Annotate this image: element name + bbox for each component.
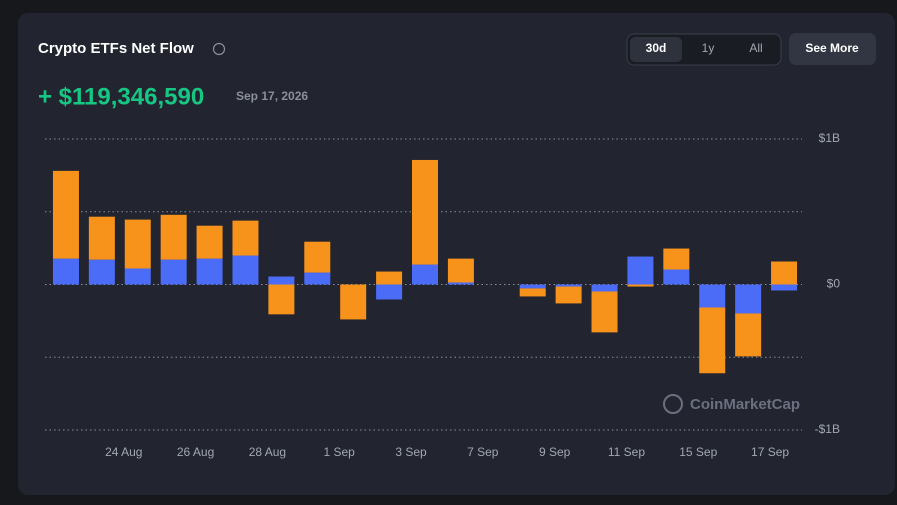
bar-segment <box>124 268 151 285</box>
bar-segment <box>88 259 115 285</box>
bar-segment <box>699 307 726 374</box>
y-tick-label: $1B <box>819 131 840 145</box>
card <box>18 13 895 495</box>
x-tick-label: 28 Aug <box>249 445 286 459</box>
title: Crypto ETFs Net Flow <box>38 40 194 57</box>
bar-segment <box>124 219 151 269</box>
y-tick-label: $0 <box>827 277 841 291</box>
bar-segment <box>376 271 403 285</box>
x-tick-label: 9 Sep <box>539 445 571 459</box>
bar-segment <box>196 258 223 285</box>
bar-segment <box>699 284 726 308</box>
bar-segment <box>232 220 259 256</box>
bar-segment <box>771 261 798 285</box>
bar-segment <box>412 264 438 285</box>
bar-segment <box>232 255 259 285</box>
x-tick-label: 17 Sep <box>751 445 789 459</box>
bar-segment <box>519 284 546 289</box>
bar-segment <box>52 258 79 285</box>
see-more-button[interactable] <box>789 33 876 65</box>
bar-segment <box>735 313 762 357</box>
watermark-logo <box>663 394 683 414</box>
range-button[interactable]: All <box>749 41 762 55</box>
range-selected <box>630 37 682 62</box>
bar-segment <box>591 284 618 292</box>
bar-segment <box>304 241 331 273</box>
bar-segment <box>519 288 546 297</box>
bar-segment <box>447 258 474 283</box>
bar-segment <box>735 284 762 314</box>
x-tick-label: 7 Sep <box>467 445 499 459</box>
bar-segment <box>304 272 331 285</box>
bar-segment <box>591 291 618 333</box>
bar-segment <box>52 170 79 259</box>
x-tick-label: 24 Aug <box>105 445 142 459</box>
bar-segment <box>268 276 295 285</box>
bar-segment <box>268 284 295 315</box>
bar-segment <box>88 216 115 260</box>
date: Sep 17, 2026 <box>236 89 308 103</box>
x-tick-label: 11 Sep <box>608 445 645 459</box>
info-icon[interactable] <box>212 42 226 56</box>
x-tick-label: 3 Sep <box>395 445 427 459</box>
bar-segment <box>555 284 582 287</box>
bar-segment <box>771 284 798 291</box>
x-tick-label: 26 Aug <box>177 445 214 459</box>
bar-segment <box>196 225 223 259</box>
y-tick-label: -$1B <box>815 422 840 436</box>
see-more-label[interactable]: See More <box>805 41 859 55</box>
bar-segment <box>412 159 438 265</box>
bar-segment <box>555 286 582 304</box>
watermark: CoinMarketCap <box>690 396 800 413</box>
bar-segment <box>340 284 367 320</box>
x-tick-label: 1 Sep <box>324 445 356 459</box>
x-tick-label: 15 Sep <box>679 445 717 459</box>
bar-segment <box>160 259 187 285</box>
net-flow: + $119,346,590 <box>38 83 204 110</box>
bar-segment <box>627 256 654 285</box>
bar-segment <box>447 282 474 285</box>
range-button[interactable]: 30d <box>646 41 667 55</box>
bar-segment <box>663 269 690 285</box>
bar-segment <box>663 248 690 270</box>
bar-segment <box>376 284 403 300</box>
bar-segment <box>160 214 187 260</box>
range-button[interactable]: 1y <box>702 41 715 55</box>
bar-segment <box>627 284 654 287</box>
